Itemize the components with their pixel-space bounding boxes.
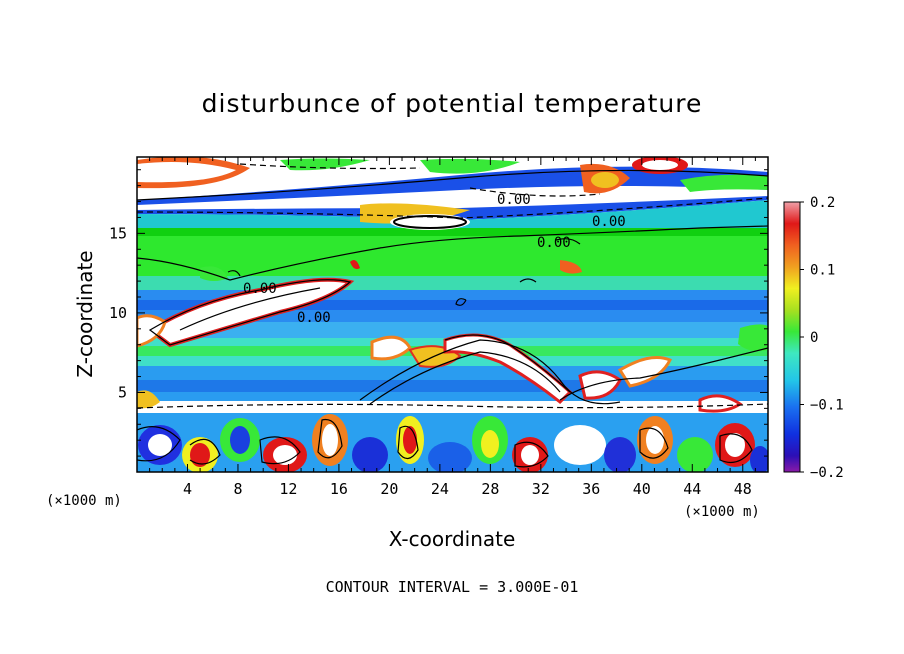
- colorbar-ticks: 0.2 0.1 0 −0.1 −0.2: [800, 195, 844, 481]
- x-tick-label: 40: [633, 480, 651, 498]
- contour-label: 0.00: [592, 214, 626, 230]
- y-axis-ticks: 5 10 15: [109, 169, 768, 457]
- y-tick-label: 5: [118, 383, 127, 401]
- x-tick-label: 12: [279, 480, 297, 498]
- colorbar-tick-label: 0: [810, 330, 818, 346]
- x-tick-label: 16: [330, 480, 348, 498]
- field-band-inversion: [137, 401, 768, 413]
- z-unit-label: (×1000 m): [46, 493, 122, 509]
- colorbar-tick-label: 0.1: [810, 263, 835, 279]
- x-unit-label: (×1000 m): [684, 504, 760, 520]
- contour-labels: 0.00 0.00 0.00 0.00 0.00: [243, 192, 626, 326]
- colorbar-tick-label: −0.2: [810, 465, 844, 481]
- contour-interval-note: CONTOUR INTERVAL = 3.000E-01: [326, 578, 579, 596]
- x-axis-ticks: 4 8 12 16 20 24 28 32 36 40 44 48: [149, 157, 756, 498]
- contour-label: 0.00: [537, 235, 571, 251]
- x-tick-label: 28: [481, 480, 499, 498]
- plot-area: [137, 157, 768, 472]
- x-tick-label: 24: [431, 480, 449, 498]
- x-tick-label: 44: [683, 480, 701, 498]
- contour-label: 0.00: [297, 310, 331, 326]
- contour-lines: [137, 163, 768, 468]
- colorbar-tick-label: −0.1: [810, 398, 844, 414]
- y-axis-label: Z-coordinate: [73, 250, 97, 377]
- contour-label: 0.00: [243, 281, 277, 297]
- x-tick-label: 48: [734, 480, 752, 498]
- y-tick-label: 10: [109, 304, 127, 322]
- x-tick-label: 20: [380, 480, 398, 498]
- x-tick-label: 4: [183, 480, 192, 498]
- chart-title: disturbunce of potential temperature: [202, 89, 703, 118]
- x-axis-label: X-coordinate: [389, 527, 516, 551]
- colorbar-tick-label: 0.2: [810, 195, 835, 211]
- x-tick-label: 32: [532, 480, 550, 498]
- x-tick-label: 36: [582, 480, 600, 498]
- contour-label: 0.00: [497, 192, 531, 208]
- colorbar: [783, 201, 801, 473]
- y-tick-label: 15: [109, 224, 127, 242]
- x-tick-label: 8: [233, 480, 242, 498]
